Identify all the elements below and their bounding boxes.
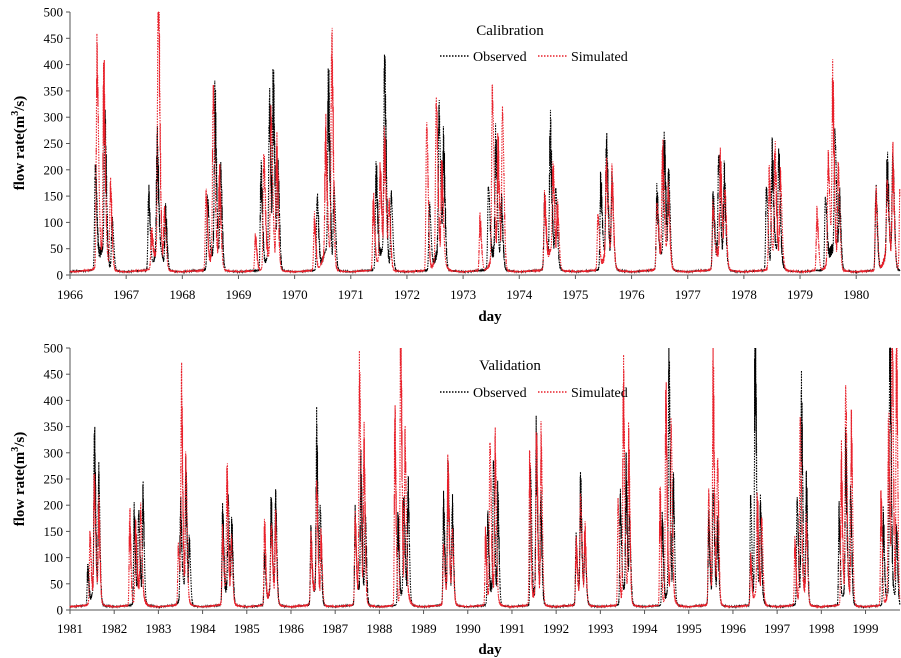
- x-tick-label: 1999: [853, 621, 879, 636]
- x-tick-label: 1984: [190, 621, 217, 636]
- y-axis-title-part: flow rate(m: [12, 451, 28, 526]
- y-tick-label: 300: [44, 110, 64, 125]
- y-tick-label: 400: [44, 393, 64, 408]
- x-axis: 1966 1967 1968 1969 1970 1971 1972 1973 1974 1975…: [57, 274, 900, 302]
- y-tick-label: 150: [44, 189, 64, 204]
- x-tick-label: 1974: [506, 287, 533, 302]
- y-axis: 0 50 100 150 200 250 300 350 400 450 500: [44, 5, 71, 283]
- y-tick-label: 450: [44, 31, 64, 46]
- x-tick-label: 1976: [619, 287, 646, 302]
- y-axis-title: flow rate(m3/s): [10, 432, 28, 527]
- y-tick-label: 300: [44, 445, 64, 460]
- y-axis-title: flow rate(m3/s): [10, 96, 28, 191]
- x-tick-label: 1973: [450, 287, 476, 302]
- x-tick-label: 1969: [225, 287, 251, 302]
- y-tick-label: 400: [44, 57, 64, 72]
- x-tick-label: 1997: [764, 621, 791, 636]
- x-tick-label: 1985: [234, 621, 260, 636]
- plot-area: [70, 12, 900, 275]
- x-tick-label: 1968: [169, 287, 195, 302]
- x-tick-label: 1986: [278, 621, 305, 636]
- x-tick-label: 1992: [543, 621, 569, 636]
- x-tick-label: 1978: [731, 287, 757, 302]
- x-tick-label: 1996: [720, 621, 747, 636]
- x-tick-label: 1971: [338, 287, 364, 302]
- x-axis-title: day: [478, 642, 502, 658]
- legend-observed-label: Observed: [473, 50, 527, 65]
- x-tick-label: 1967: [113, 287, 140, 302]
- x-tick-label: 1977: [675, 287, 702, 302]
- y-tick-label: 50: [50, 241, 63, 256]
- y-tick-label: 200: [44, 498, 64, 513]
- y-axis: 0 50 100 150 200 250 300 350 400 450 500: [44, 341, 71, 618]
- x-tick-label: 1993: [587, 621, 613, 636]
- y-tick-label: 500: [44, 341, 64, 356]
- x-tick-label: 1994: [632, 621, 659, 636]
- x-tick-label: 1972: [394, 287, 420, 302]
- series-line-simulated: [69, 11, 901, 275]
- legend: Observed Simulated: [440, 50, 628, 65]
- y-tick-label: 50: [50, 576, 63, 591]
- y-tick-label: 350: [44, 419, 64, 434]
- x-tick-label: 1975: [562, 287, 588, 302]
- x-tick-label: 1991: [499, 621, 525, 636]
- y-axis-title-part: flow rate(m: [12, 115, 28, 190]
- y-tick-label: 250: [44, 136, 64, 151]
- chart-title: Calibration: [476, 23, 544, 39]
- legend-simulated-label: Simulated: [571, 50, 628, 65]
- y-tick-label: 450: [44, 367, 64, 382]
- y-tick-label: 250: [44, 472, 64, 487]
- y-axis-title-part: /s): [12, 432, 28, 448]
- chart-title: Validation: [479, 358, 541, 374]
- legend-simulated-label: Simulated: [571, 386, 628, 401]
- x-tick-label: 1983: [145, 621, 171, 636]
- series-group: [69, 11, 901, 275]
- y-axis-title-part: /s): [12, 96, 28, 112]
- y-tick-label: 100: [44, 215, 64, 230]
- x-tick-label: 1988: [366, 621, 392, 636]
- x-tick-label: 1989: [411, 621, 437, 636]
- y-tick-label: 150: [44, 524, 64, 539]
- y-axis-title-superscript: 3: [10, 111, 21, 116]
- y-tick-label: 350: [44, 83, 64, 98]
- series-line-simulated: [69, 347, 901, 610]
- x-tick-label: 1966: [57, 287, 84, 302]
- series-group: [69, 347, 901, 610]
- y-tick-label: 0: [57, 268, 64, 283]
- y-tick-label: 200: [44, 162, 64, 177]
- x-axis-title: day: [478, 309, 502, 325]
- x-axis: 1981 1982 1983 1984 1985 1986 1987 1988 1989 1990…: [57, 609, 900, 636]
- legend: Observed Simulated: [440, 386, 628, 401]
- y-tick-label: 0: [57, 603, 64, 618]
- x-tick-label: 1987: [322, 621, 349, 636]
- x-tick-label: 1980: [843, 287, 869, 302]
- x-tick-label: 1995: [676, 621, 702, 636]
- x-tick-label: 1981: [57, 621, 83, 636]
- x-tick-label: 1998: [808, 621, 834, 636]
- x-tick-label: 1982: [101, 621, 127, 636]
- x-tick-label: 1979: [787, 287, 813, 302]
- legend-observed-label: Observed: [473, 386, 527, 401]
- y-axis-title-superscript: 3: [10, 447, 21, 452]
- x-tick-label: 1970: [282, 287, 308, 302]
- y-tick-label: 500: [44, 5, 64, 20]
- x-tick-label: 1990: [455, 621, 481, 636]
- y-tick-label: 100: [44, 550, 64, 565]
